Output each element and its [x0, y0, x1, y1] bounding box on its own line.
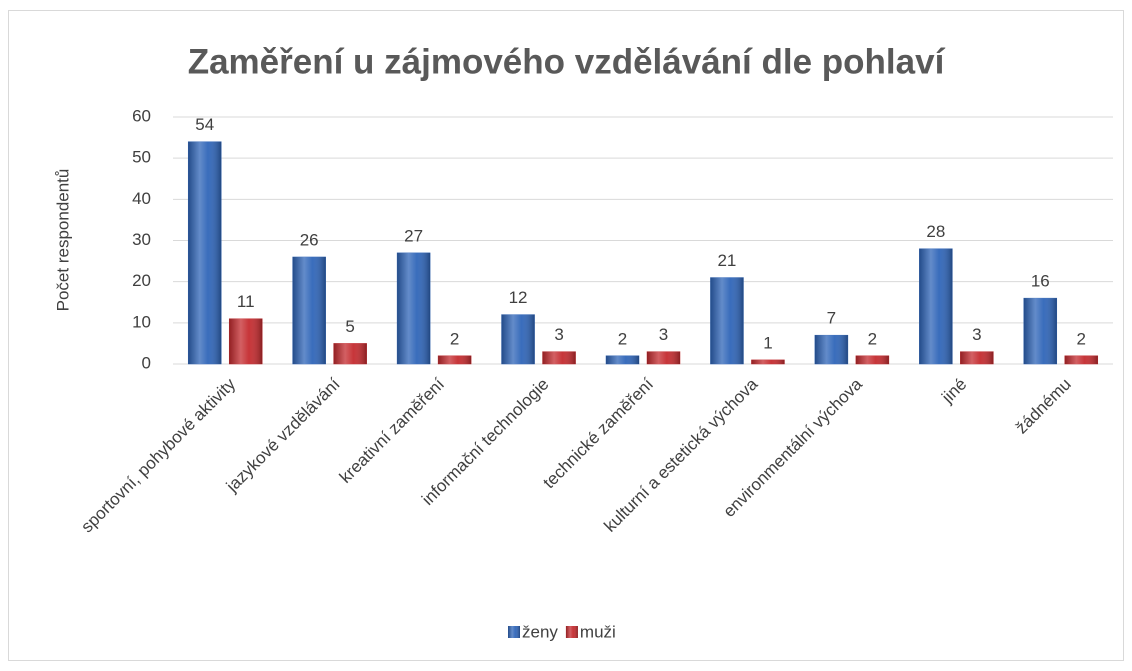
- data-label: 2: [1077, 329, 1086, 348]
- data-label: 3: [554, 325, 563, 344]
- bar-shade: [814, 335, 848, 364]
- y-tick-label: 20: [132, 271, 151, 290]
- y-tick-label: 40: [132, 189, 151, 208]
- data-label: 27: [404, 226, 423, 245]
- legend-label: muži: [580, 622, 616, 641]
- bar-shade: [960, 351, 994, 364]
- data-label: 26: [300, 230, 319, 249]
- bar-shade: [542, 351, 576, 364]
- legend-label: ženy: [522, 622, 558, 641]
- chart-title: Zaměření u zájmového vzdělávání dle pohl…: [188, 42, 946, 81]
- chart-frame: [8, 10, 1124, 661]
- bar-shade: [229, 318, 263, 364]
- data-label: 2: [450, 329, 459, 348]
- data-label: 11: [237, 292, 255, 311]
- y-tick-label: 30: [132, 230, 151, 249]
- data-label: 7: [827, 309, 836, 328]
- y-tick-label: 10: [132, 312, 151, 331]
- data-label: 5: [345, 317, 354, 336]
- y-tick-label: 60: [132, 106, 151, 125]
- data-label: 3: [972, 325, 981, 344]
- bar-shade: [647, 351, 680, 364]
- bar-shade: [855, 355, 889, 364]
- bar-shade: [397, 252, 431, 364]
- bar-shade: [1023, 298, 1057, 364]
- bar-shade: [501, 314, 535, 364]
- bar-shade: [1064, 355, 1098, 364]
- bar-shade: [438, 355, 472, 364]
- y-axis-label: Počet respondentů: [53, 169, 72, 312]
- bar-shade: [188, 141, 222, 364]
- bar-shade: [606, 355, 639, 364]
- bar-shade: [710, 277, 744, 364]
- data-label: 54: [195, 115, 214, 134]
- bar-shade: [751, 359, 785, 364]
- legend-swatch-shade: [508, 626, 520, 638]
- data-label: 3: [659, 325, 668, 344]
- data-label: 16: [1031, 272, 1050, 291]
- y-tick-label: 50: [132, 148, 151, 167]
- data-label: 28: [926, 222, 945, 241]
- y-tick-label: 0: [142, 353, 151, 372]
- data-label: 12: [509, 288, 528, 307]
- bar-shade: [919, 248, 953, 364]
- data-label: 2: [618, 329, 627, 348]
- bar-shade: [292, 256, 326, 364]
- data-label: 21: [717, 251, 736, 270]
- bar-shade: [333, 343, 367, 364]
- legend-swatch-shade: [565, 626, 578, 638]
- data-label: 2: [868, 329, 877, 348]
- data-label: 1: [763, 333, 772, 352]
